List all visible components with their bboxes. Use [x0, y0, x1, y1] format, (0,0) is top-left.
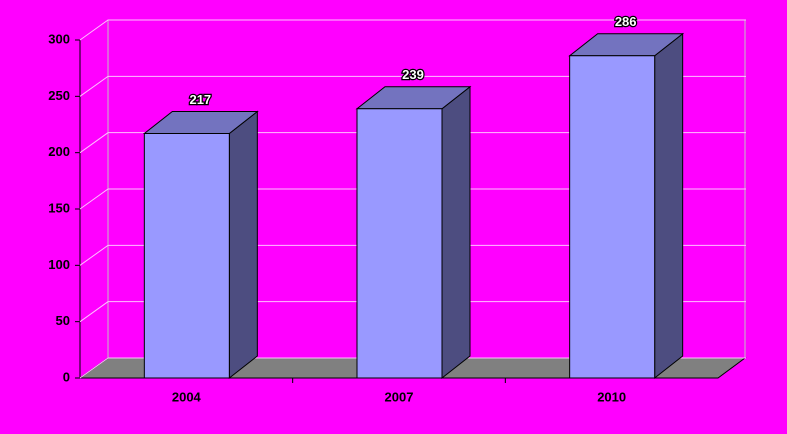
bar-front	[143, 133, 230, 379]
bar	[142, 110, 259, 380]
y-tick-label: 50	[56, 313, 70, 328]
x-tick-label: 2004	[172, 389, 202, 404]
grid-line	[79, 244, 746, 266]
bar-side	[654, 32, 684, 380]
value-label: 217	[189, 92, 211, 107]
value-label: 286	[615, 14, 637, 29]
y-tick-label: 100	[48, 257, 70, 272]
x-tick-label: 2007	[385, 389, 414, 404]
bar-front	[356, 108, 443, 379]
bar	[568, 32, 685, 380]
bar-front	[569, 55, 656, 379]
grid-line	[79, 75, 746, 97]
y-tick-label: 200	[48, 144, 70, 159]
y-tick-label: 0	[63, 369, 70, 384]
grid-line	[79, 301, 746, 323]
grid-line	[79, 19, 746, 41]
grid-line	[79, 132, 746, 154]
bar-side	[441, 85, 471, 380]
x-tick-label: 2010	[597, 389, 626, 404]
grid-line	[79, 188, 746, 210]
y-tick-label: 250	[48, 88, 70, 103]
grid-line	[79, 357, 746, 379]
y-tick-label: 150	[48, 200, 70, 215]
value-label: 239	[402, 67, 424, 82]
bar	[355, 85, 472, 380]
bar-side	[228, 110, 258, 380]
y-tick-label: 300	[48, 31, 70, 46]
